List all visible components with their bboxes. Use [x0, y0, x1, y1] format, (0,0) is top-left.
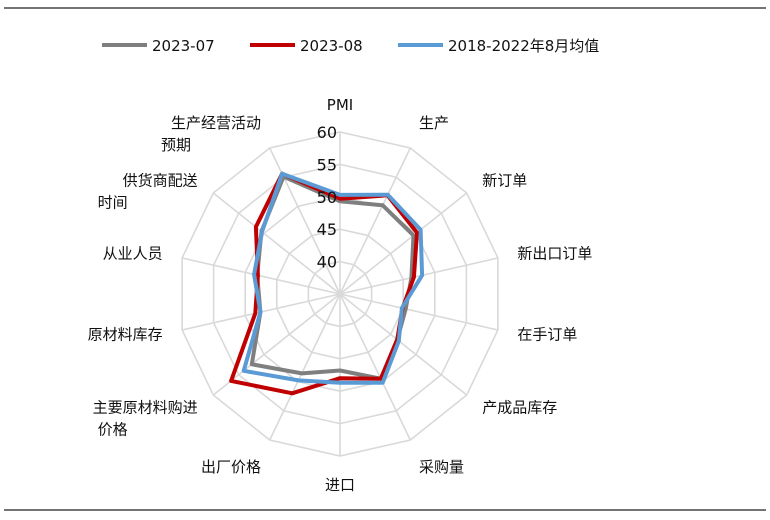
data-point: [260, 230, 264, 234]
legend-item-2023-07: 2023-07: [102, 37, 215, 55]
axis-label: 新订单: [482, 172, 527, 190]
data-point: [420, 273, 424, 278]
data-point: [415, 230, 419, 235]
data-point: [252, 272, 256, 277]
data-point: [229, 379, 233, 383]
axis-label: 在手订单: [517, 326, 577, 344]
axis-label: 生产: [419, 114, 449, 132]
axis-label: PMI: [327, 96, 353, 114]
grid-spoke: [212, 192, 341, 295]
data-point: [403, 307, 408, 311]
tick-label: 50: [317, 188, 337, 207]
tick-label: 45: [317, 220, 337, 239]
radial-ticks: 40 45 50 55 60: [317, 123, 337, 272]
axis-label: 从业人员: [103, 245, 163, 263]
data-point: [300, 371, 304, 376]
grid-spoke: [339, 192, 468, 295]
tick-label: 60: [317, 123, 337, 142]
grid-spoke: [268, 293, 341, 441]
data-point: [254, 225, 258, 229]
legend-label: 2023-08: [300, 37, 363, 55]
data-point: [258, 310, 263, 315]
axis-label: 产成品库存: [482, 399, 557, 417]
tick-label: 40: [317, 253, 337, 272]
axis-label: 新出口订单: [517, 245, 592, 263]
data-point: [253, 311, 258, 316]
data-point: [338, 381, 342, 385]
data-point: [338, 368, 342, 373]
data-point: [338, 196, 342, 201]
grid-spoke: [339, 293, 468, 396]
data-point: [241, 369, 246, 373]
radar-grid: [181, 131, 499, 457]
legend: 2023-07 2023-08 2018-2022年8月均值: [102, 37, 599, 55]
data-point: [418, 228, 423, 232]
grid-spoke: [212, 293, 341, 396]
data-point: [280, 171, 284, 176]
data-point: [400, 306, 404, 310]
data-point: [380, 380, 385, 385]
data-point: [412, 275, 416, 279]
legend-item-avg: 2018-2022年8月均值: [398, 37, 599, 55]
grid-spoke: [339, 147, 412, 295]
data-point: [338, 376, 342, 381]
data-point: [338, 193, 342, 197]
axis-label: 出厂价格: [201, 458, 261, 476]
axis-label: 主要原材料购进价格: [93, 399, 198, 439]
data-point: [380, 203, 385, 208]
axis-label: 进口: [325, 476, 355, 494]
grid-spoke: [339, 257, 499, 295]
radar-series: [229, 171, 425, 396]
grid-spoke: [339, 293, 499, 331]
axis-label: 生产经营活动预期: [161, 114, 261, 154]
tick-label: 55: [317, 155, 337, 174]
grid-spoke: [339, 293, 412, 441]
data-point: [379, 376, 383, 381]
data-point: [250, 362, 254, 367]
axis-label: 采购量: [419, 458, 464, 476]
data-point: [290, 391, 295, 396]
data-point: [397, 339, 401, 343]
data-point: [256, 273, 260, 278]
grid-spoke: [181, 257, 341, 295]
legend-label: 2018-2022年8月均值: [448, 37, 599, 55]
data-point: [296, 378, 301, 383]
legend-label: 2023-07: [152, 37, 215, 55]
axis-label: 原材料库存: [88, 326, 163, 344]
data-point: [411, 233, 416, 238]
data-point: [386, 192, 390, 197]
legend-item-2023-08: 2023-08: [250, 37, 363, 55]
axis-label: 供货商配送时间: [98, 172, 198, 212]
